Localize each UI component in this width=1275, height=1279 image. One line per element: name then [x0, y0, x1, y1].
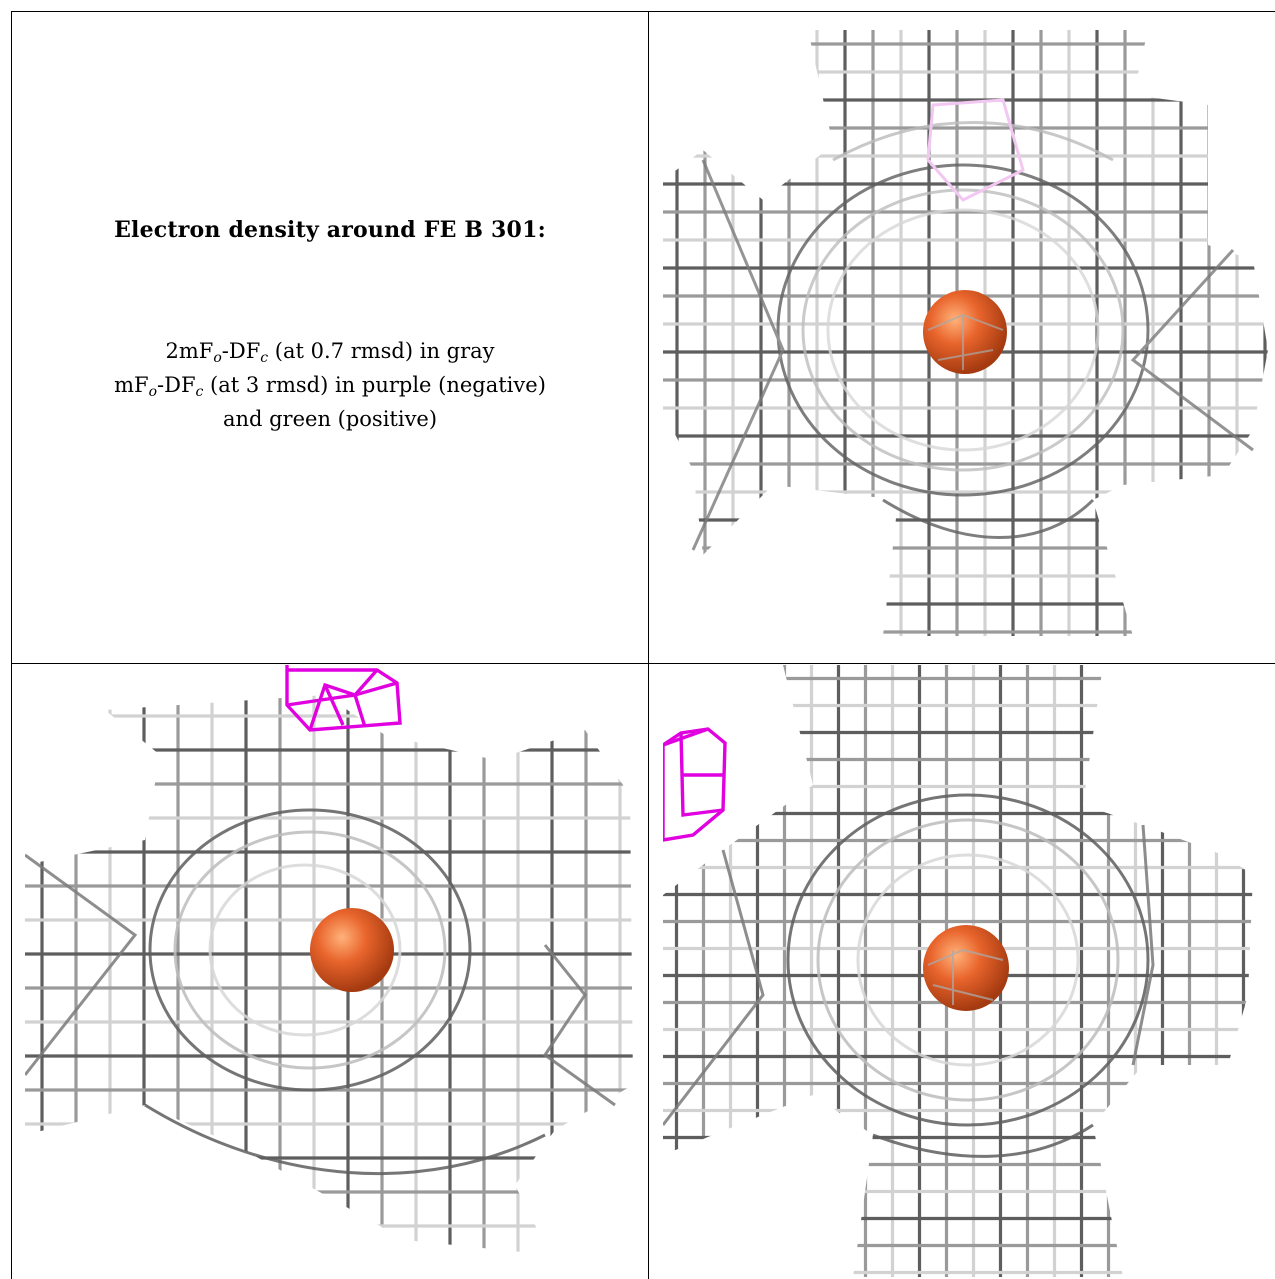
table-border-left: [11, 11, 12, 1279]
mesh-negative-faint: [926, 98, 1025, 202]
density-view-bottom-left: [25, 665, 633, 1277]
density-view-bottom-right: [663, 665, 1268, 1277]
fe-atom-sphere: [923, 290, 1007, 374]
table-divider-horizontal: [12, 663, 1275, 664]
caption-line-2fofc: 2mFo-DFc (at 0.7 rmsd) in gray: [165, 339, 495, 366]
caption-line-fofc: mFo-DFc (at 3 rmsd) in purple (negative): [114, 373, 546, 400]
fe-atom-sphere: [923, 925, 1009, 1011]
caption-description: 2mFo-DFc (at 0.7 rmsd) in gray mFo-DFc (…: [12, 334, 648, 436]
table-divider-vertical: [648, 11, 649, 1279]
table-border-top: [12, 11, 1275, 12]
density-view-top-right: [663, 30, 1268, 636]
mesh-negative-purple: [663, 727, 727, 842]
caption-cell: Electron density around FE B 301: 2mFo-D…: [12, 12, 648, 663]
caption-title: Electron density around FE B 301:: [114, 217, 546, 243]
mesh-negative-purple: [285, 665, 402, 732]
fe-atom-sphere: [310, 908, 394, 992]
caption-line-positive: and green (positive): [222, 407, 438, 431]
